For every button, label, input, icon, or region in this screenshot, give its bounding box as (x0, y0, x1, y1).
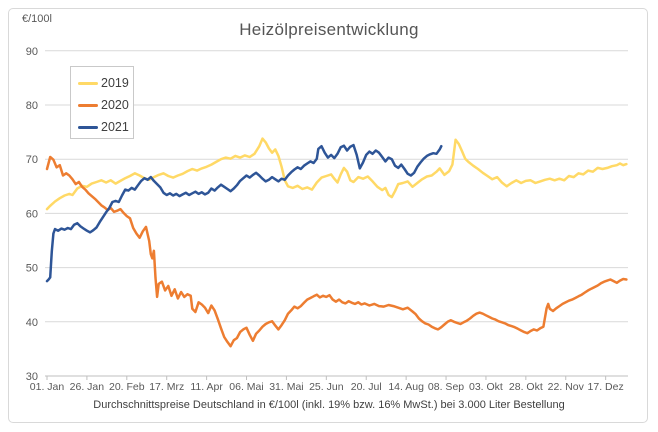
series-line-2019 (45, 137, 628, 211)
x-tick-label-9: 14. Aug (388, 381, 424, 393)
x-tick-label-1: 26. Jan (70, 381, 105, 393)
x-tick-label-8: 20. Jul (351, 381, 382, 393)
x-tick-label-11: 03. Okt (469, 381, 503, 393)
x-tick-label-10: 08. Sep (428, 381, 464, 393)
x-tick-label-14: 17. Dez (588, 381, 624, 393)
y-axis-labels: 30 40 50 60 70 80 90 (26, 46, 38, 383)
x-axis-labels: 01. Jan 26. Jan 20. Feb 17. Mrz 11. Apr 06. M… (30, 381, 624, 393)
legend-label-2020: 2020 (101, 98, 129, 112)
y-axis-unit-label: €/100l (22, 13, 52, 25)
chart-title: Heizölpreisentwicklung (239, 20, 419, 39)
legend: 2019 2020 2021 (70, 66, 134, 139)
x-tick-label-3: 17. Mrz (149, 381, 184, 393)
legend-swatch-2020 (78, 103, 98, 107)
y-tick-label-60: 60 (26, 208, 38, 220)
x-tick-label-6: 31. Mai (269, 381, 303, 393)
y-tick-label-70: 70 (26, 154, 38, 166)
x-axis-ticks (46, 376, 607, 380)
x-tick-label-13: 22. Nov (548, 381, 585, 393)
x-tick-label-5: 06. Mai (229, 381, 263, 393)
y-tick-label-80: 80 (26, 100, 38, 112)
legend-label-2019: 2019 (101, 76, 129, 90)
chart-caption: Durchschnittspreise Deutschland in €/100… (93, 399, 565, 411)
legend-entry-2021: 2021 (78, 116, 133, 138)
legend-entry-2019: 2019 (78, 72, 133, 94)
x-tick-label-4: 11. Apr (190, 381, 223, 393)
y-tick-label-50: 50 (26, 263, 38, 275)
legend-swatch-2021 (78, 125, 98, 129)
x-tick-label-2: 20. Feb (109, 381, 145, 393)
y-tick-label-90: 90 (26, 46, 38, 58)
legend-label-2021: 2021 (101, 120, 129, 134)
y-tick-label-30: 30 (26, 371, 38, 383)
y-tick-label-40: 40 (26, 317, 38, 329)
x-tick-label-7: 25. Jun (309, 381, 344, 393)
legend-swatch-2019 (78, 81, 98, 85)
series-line-2021 (45, 143, 443, 283)
x-tick-label-12: 28. Okt (509, 381, 543, 393)
x-tick-label-0: 01. Jan (30, 381, 65, 393)
legend-entry-2020: 2020 (78, 94, 133, 116)
series-line-2020 (45, 155, 628, 348)
gridlines (45, 50, 628, 377)
